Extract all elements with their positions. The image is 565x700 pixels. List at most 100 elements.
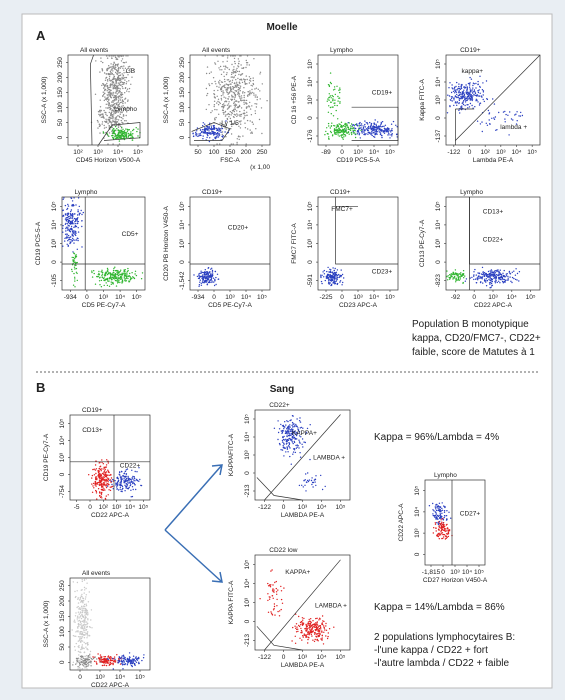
event-dot	[230, 105, 232, 107]
event-dot	[77, 210, 79, 213]
event-dot	[361, 132, 363, 134]
event-dot	[349, 125, 352, 127]
y-tick-label: 10⁴	[435, 77, 442, 87]
event-dot	[78, 646, 80, 649]
event-dot	[334, 133, 337, 135]
event-dot	[86, 621, 88, 623]
event-dot	[305, 490, 307, 492]
event-dot	[86, 637, 88, 639]
event-dot	[86, 626, 88, 628]
event-dot	[121, 86, 124, 88]
event-dot	[332, 89, 335, 91]
event-dot	[339, 275, 341, 277]
event-dot	[118, 658, 120, 660]
event-dot	[460, 84, 462, 86]
event-dot	[285, 432, 287, 434]
event-dot	[118, 109, 120, 111]
event-dot	[516, 279, 518, 281]
event-dot	[206, 128, 208, 130]
event-dot	[126, 276, 128, 278]
event-dot	[467, 107, 469, 109]
event-dot	[489, 287, 491, 289]
event-dot	[468, 106, 471, 108]
event-dot	[75, 663, 77, 665]
event-dot	[71, 200, 74, 202]
event-dot	[202, 122, 204, 124]
event-dot	[249, 90, 251, 92]
event-dot	[212, 132, 214, 135]
event-dot	[250, 84, 252, 87]
event-dot	[351, 133, 353, 136]
event-dot	[110, 69, 112, 71]
event-dot	[89, 626, 91, 628]
event-dot	[459, 278, 462, 280]
x-tick-label: 10⁴	[125, 504, 135, 511]
event-dot	[127, 477, 129, 479]
x-tick-label: 10⁴	[369, 294, 379, 301]
event-dot	[519, 115, 522, 117]
event-dot	[350, 123, 353, 125]
event-dot	[211, 280, 213, 282]
event-dot	[76, 590, 78, 592]
event-dot	[103, 476, 106, 478]
event-dot	[127, 275, 129, 277]
event-dot	[125, 83, 128, 85]
event-dot	[464, 86, 467, 89]
event-dot	[198, 285, 200, 287]
event-dot	[115, 135, 117, 137]
event-dot	[301, 484, 303, 486]
gate	[351, 106, 399, 141]
event-dot	[286, 435, 288, 438]
event-dot	[223, 75, 225, 78]
y-tick-label: 10⁴	[307, 220, 314, 230]
event-dot	[202, 125, 204, 127]
event-dot	[324, 629, 326, 631]
event-dot	[135, 488, 137, 491]
event-dot	[325, 130, 327, 133]
event-dot	[85, 594, 88, 596]
event-dot	[200, 275, 203, 278]
event-dot	[112, 275, 114, 277]
event-dot	[120, 269, 122, 271]
x-tick-label: 10⁵	[132, 294, 142, 301]
event-dot	[108, 657, 111, 659]
event-dot	[89, 654, 91, 656]
event-dot	[496, 129, 498, 131]
event-dot	[84, 598, 87, 600]
event-dot	[248, 79, 251, 81]
event-dot	[295, 631, 298, 633]
event-dot	[301, 639, 303, 641]
event-dot	[321, 488, 324, 491]
event-dot	[81, 664, 84, 666]
event-dot	[85, 665, 88, 667]
event-dot	[314, 632, 317, 634]
event-dot	[101, 483, 103, 485]
event-dot	[222, 135, 224, 137]
event-dot	[102, 482, 105, 484]
event-dot	[478, 104, 481, 106]
event-dot	[328, 105, 330, 107]
event-dot	[237, 86, 240, 89]
event-dot	[73, 223, 75, 225]
y-tick-label: 10³	[179, 238, 186, 248]
event-dot	[238, 138, 240, 141]
event-dot	[390, 129, 393, 131]
event-dot	[314, 633, 316, 635]
event-dot	[218, 135, 220, 137]
event-dot	[111, 130, 113, 133]
event-dot	[236, 110, 238, 112]
event-dot	[363, 133, 365, 136]
event-dot	[458, 83, 460, 85]
y-tick-label: -591	[307, 274, 314, 287]
event-dot	[135, 661, 138, 663]
event-dot	[492, 274, 494, 276]
event-dot	[96, 498, 98, 500]
event-dot	[243, 103, 245, 105]
y-tick-label: 10³	[59, 452, 66, 462]
event-dot	[111, 101, 113, 103]
event-dot	[114, 480, 116, 482]
event-dot	[106, 267, 109, 270]
event-dot	[248, 105, 250, 107]
event-dot	[236, 81, 238, 84]
gate	[98, 122, 141, 146]
